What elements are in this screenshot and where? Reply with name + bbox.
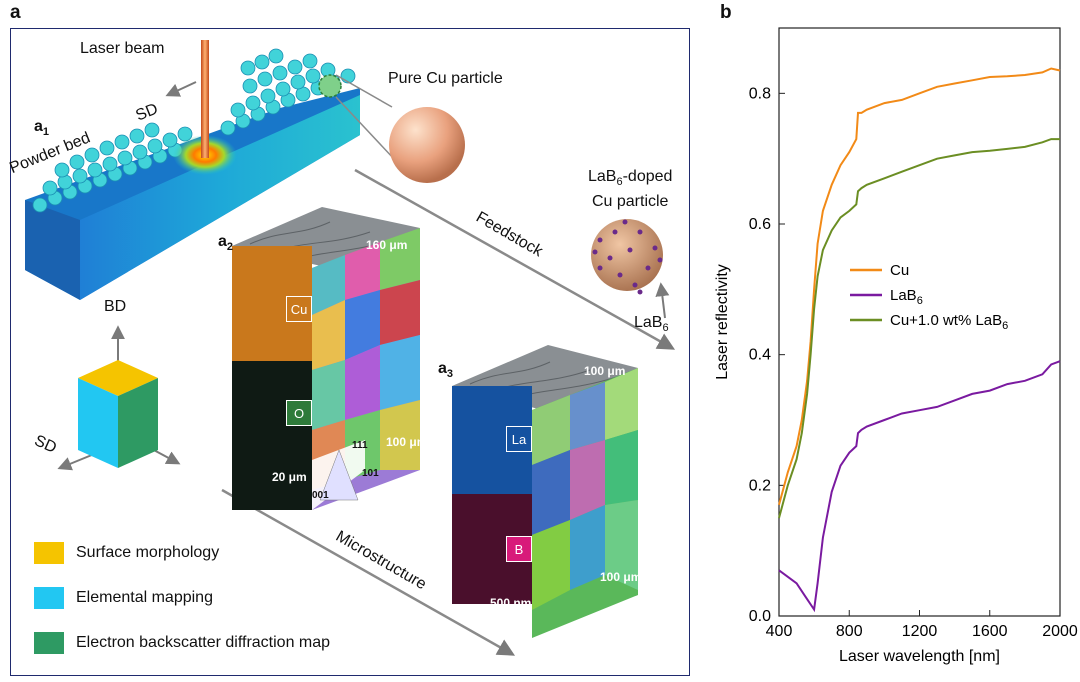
panel-a-letter: a [10,2,21,23]
y-tick-label: 0.8 [749,85,771,102]
y-axis-label: Laser reflectivity [714,264,731,380]
sub-a2-label: a2 [218,233,234,254]
legend-swatch [34,587,64,609]
bd-label: BD [104,298,127,315]
laser-beam-label: Laser beam [80,40,165,57]
tile-la-tag: La [506,426,532,452]
tile-cu-tag: Cu [286,296,312,322]
legend-swatch [34,632,64,654]
panel-a-frame [10,28,690,676]
legend-entry: Cu+1.0 wt% LaB6 [890,312,1008,332]
panel-a-drawing [25,40,676,656]
legend-label: Elemental mapping [76,589,213,606]
sub-a1-label: a1 [34,118,50,139]
x-tick-label: 1200 [902,623,938,640]
legend-ebsd: Electron backscatter diffraction map [34,632,330,654]
scale-500nm: 500 nm [490,596,532,610]
y-tick-label: 0.0 [749,608,771,625]
scale-160um: 160 μm [366,238,408,252]
legend-entry: LaB6 [890,287,923,307]
sub-a3-label: a3 [438,360,454,381]
series-line [778,67,1061,506]
x-tick-label: 400 [766,623,793,640]
legend-surface: Surface morphology [34,542,219,564]
scale-100um-top: 100 μm [584,364,626,378]
pure-cu-sphere [389,107,465,183]
x-tick-label: 800 [836,623,863,640]
scale-100um-a2: 100 μm [386,435,428,449]
scale-20um: 20 μm [272,470,307,484]
y-tick-label: 0.2 [749,477,771,494]
y-tick-label: 0.4 [749,347,771,364]
laser-beam [201,40,209,158]
tile-b-tag: B [506,536,532,562]
ipf-111: 111 [352,440,368,451]
x-axis-label: Laser wavelength [nm] [839,648,1000,665]
scale-100um-a3: 100 μm [600,570,642,584]
series-line [778,138,1060,519]
tile-o-tag: O [286,400,312,426]
x-tick-label: 2000 [1042,623,1078,640]
powder-bed-block [25,48,360,300]
legend-swatch [34,542,64,564]
legend-label: Surface morphology [76,544,220,561]
ipf-101: 101 [362,468,379,479]
lab6-doped-label: LaB6-doped Cu particle [588,168,673,211]
block-a2 [232,207,420,510]
pure-cu-label: Pure Cu particle [388,70,503,87]
reflectivity-chart: 400 800 1200 1600 2000 0.0 0.2 0.4 0.6 0.8 Laser w… [714,27,1078,665]
panel-b-letter: b [720,2,732,23]
y-tick-label: 0.6 [749,216,771,233]
series-line [778,360,1061,613]
legend-elemental: Elemental mapping [34,587,213,609]
legend-entry: Cu [890,262,909,279]
lab6-doped-sphere [591,219,663,291]
orientation-cube [57,325,181,471]
lab6-label: LaB6 [634,314,669,335]
ipf-001: 001 [312,490,329,501]
block-a3 [452,345,638,638]
legend-label: Electron backscatter diffraction map [76,634,331,651]
x-tick-label: 1600 [972,623,1008,640]
